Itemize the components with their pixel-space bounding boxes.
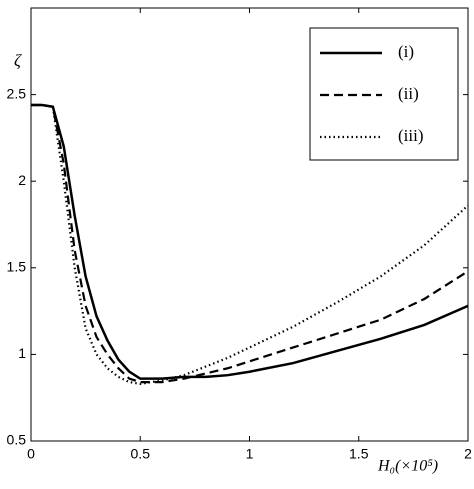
line-series bbox=[31, 103, 469, 380]
line-series bbox=[31, 103, 469, 384]
x-tick-label: 2 bbox=[464, 446, 472, 462]
legend-label: (iii) bbox=[398, 126, 424, 145]
legend-box bbox=[309, 27, 459, 161]
legend-label: (ii) bbox=[398, 84, 419, 103]
x-tick-label: 0 bbox=[27, 446, 35, 462]
y-tick-label: 1.5 bbox=[7, 259, 27, 275]
x-tick-label: 1 bbox=[246, 446, 254, 462]
y-tick-label: 1 bbox=[18, 345, 26, 361]
x-axis-label: H₀(×10⁵) bbox=[377, 458, 438, 475]
line-series bbox=[31, 103, 469, 385]
legend-label: (i) bbox=[398, 42, 414, 61]
x-tick-label: 1.5 bbox=[349, 446, 369, 462]
y-tick-label: 2.5 bbox=[7, 85, 27, 101]
y-axis-label: ζ bbox=[14, 51, 22, 70]
y-tick-label: 2 bbox=[18, 172, 26, 188]
y-tick-label: 0.5 bbox=[7, 432, 27, 448]
x-tick-label: 0.5 bbox=[131, 446, 151, 462]
